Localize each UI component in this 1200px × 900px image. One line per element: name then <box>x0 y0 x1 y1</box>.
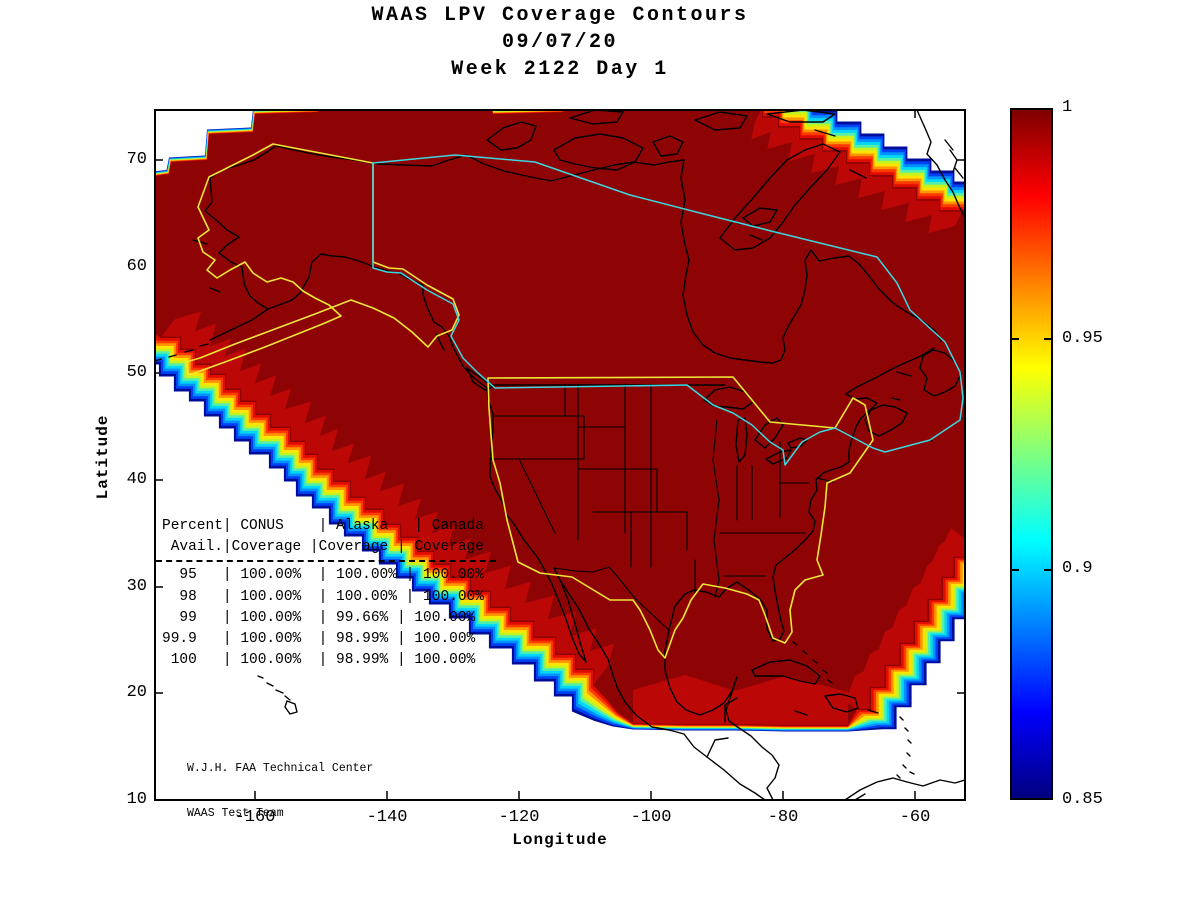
table-row-100: 100 | 100.00% | 98.99% | 100.00% <box>162 652 476 669</box>
coastline-layer <box>155 110 965 800</box>
table-header-row-1: Percent| CONUS | Alaska | Canada <box>162 518 484 534</box>
credit-line-1: W.J.H. FAA Technical Center <box>187 762 374 775</box>
chart-week-day: Week 2122 Day 1 <box>451 58 669 81</box>
table-divider <box>156 560 496 563</box>
south-america-coast <box>706 697 965 800</box>
y-tick-50: 50 <box>126 363 147 382</box>
arctic-islands <box>486 110 867 251</box>
chart-date: 09/07/20 <box>501 31 618 54</box>
x-tick-n100: -100 <box>630 808 672 827</box>
y-tick-60: 60 <box>126 257 147 276</box>
y-tick-70: 70 <box>126 150 147 169</box>
colorbar-label-085: 0.85 <box>1062 790 1103 809</box>
state-boundaries <box>489 383 810 631</box>
y-tick-40: 40 <box>126 470 147 489</box>
x-axis-label: Longitude <box>512 831 608 849</box>
colorbar-tick-095-left <box>1011 338 1019 340</box>
coverage-statistics-table: Percent| CONUS | Alaska | Canada Avail.|… <box>156 516 496 671</box>
x-tick-n80: -80 <box>767 808 799 827</box>
caribbean-islands <box>751 641 915 779</box>
plot-border <box>154 109 966 801</box>
conus-service-volume-outline <box>487 376 874 659</box>
hawaii-islands <box>257 675 298 715</box>
y-tick-30: 30 <box>126 577 147 596</box>
colorbar-tick-09-right <box>1044 569 1052 571</box>
credit-text: W.J.H. FAA Technical Center WAAS Test Te… <box>187 731 373 851</box>
x-tick-n60: -60 <box>899 808 931 827</box>
colorbar-label-1: 1 <box>1062 98 1073 117</box>
coverage-contour-field <box>155 110 965 732</box>
chart-title: WAAS LPV Coverage Contours <box>371 4 749 27</box>
x-tick-n140: -140 <box>366 808 408 827</box>
y-axis-label: Latitude <box>94 414 112 500</box>
atlantic-islands <box>816 349 962 483</box>
coverage-inner-contour-steps <box>161 110 965 725</box>
table-row-999: 99.9 | 100.00% | 98.99% | 100.00% <box>162 631 476 648</box>
table-row-95: 95 | 100.00% | 100.00% | 100.00% <box>162 567 484 584</box>
colorbar-gradient <box>1010 108 1053 800</box>
colorbar-label-09: 0.9 <box>1062 559 1093 578</box>
greenland-coast <box>916 110 965 220</box>
x-tick-n160: -160 <box>234 808 276 827</box>
x-tick-n120: -120 <box>498 808 540 827</box>
canada-service-volume-outline <box>372 154 964 466</box>
alaska-service-volume-outline <box>185 143 460 376</box>
credit-line-2: WAAS Test Team <box>187 807 284 820</box>
colorbar-label-095: 0.95 <box>1062 329 1103 348</box>
table-row-98: 98 | 100.00% | 100.00% | 100.00% <box>162 588 484 605</box>
table-header-row-2: Avail.|Coverage |Coverage | Coverage <box>162 539 484 556</box>
title-block: WAAS LPV Coverage Contours 09/07/20 Week… <box>160 2 960 83</box>
y-tick-20: 20 <box>126 683 147 702</box>
colorbar-tick-09-left <box>1011 569 1019 571</box>
colorbar-tick-095-right <box>1044 338 1052 340</box>
service-volume-outlines-yellow <box>185 143 874 659</box>
table-row-99: 99 | 100.00% | 99.66% | 100.00% <box>162 609 476 626</box>
y-tick-10: 10 <box>126 790 147 809</box>
